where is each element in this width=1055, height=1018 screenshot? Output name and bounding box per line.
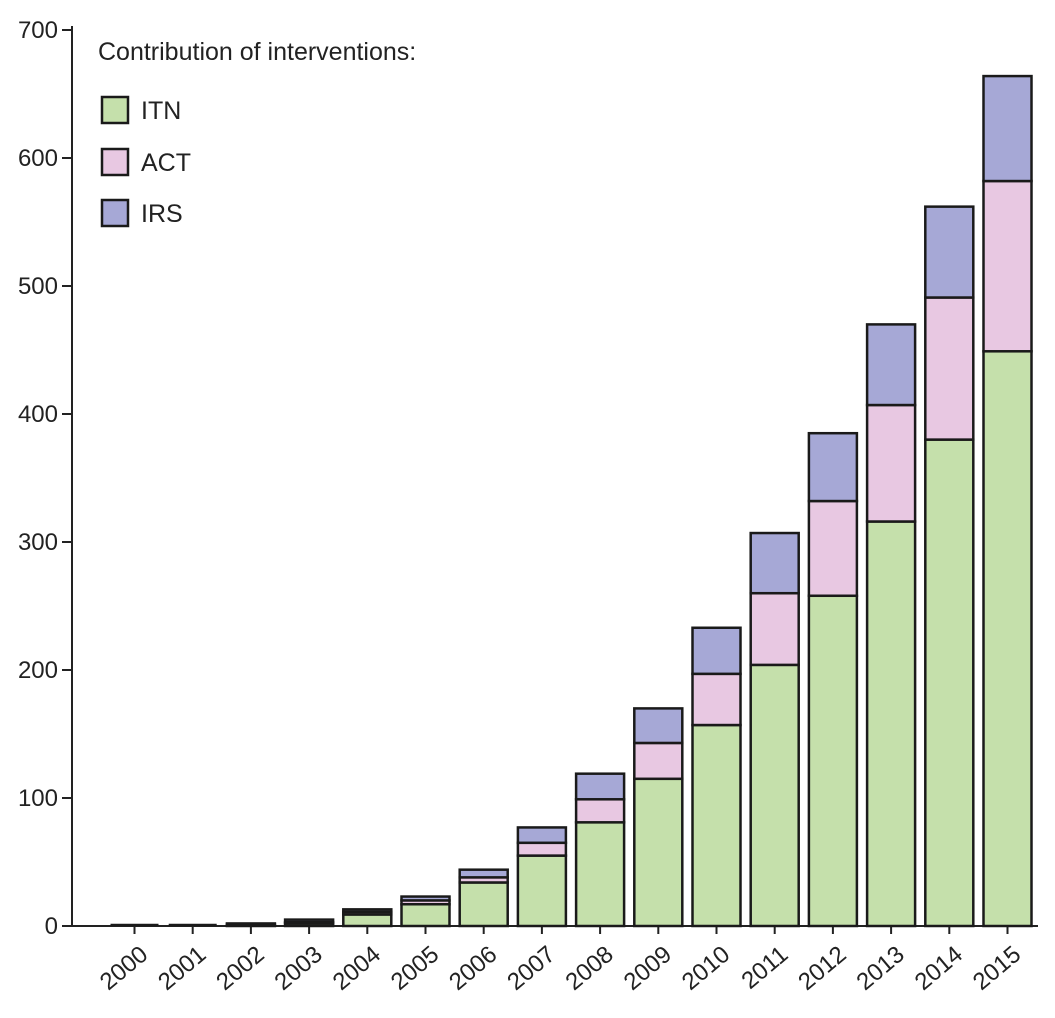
y-tick-label: 200 (18, 657, 58, 684)
bar-segment-irs (400, 895, 451, 902)
x-tick-label: 2010 (677, 941, 735, 996)
bar-segment-irs (633, 707, 684, 745)
y-tick-label: 700 (18, 17, 58, 44)
bar-segment-irs (342, 908, 393, 914)
bar-segment-itn (400, 902, 451, 928)
bar-segment-act (924, 296, 975, 441)
legend-item-act: ACT (100, 147, 191, 177)
legend: Contribution of interventions: ITN ACT IRS (98, 38, 416, 228)
bar-segment-itn (342, 913, 393, 928)
bar-segment-act (807, 499, 859, 598)
bar-segment-act (633, 741, 684, 781)
bar-segment-itn (807, 594, 859, 928)
bar-segment-itn (458, 881, 509, 928)
x-tick-label: 2001 (153, 941, 211, 996)
x-tick-label: 2000 (95, 941, 153, 996)
bar-stack (458, 868, 509, 928)
y-tick-label: 400 (18, 401, 58, 428)
x-tick-label: 2007 (502, 941, 560, 996)
bar-segment-itn (982, 350, 1033, 928)
bar-stack (283, 918, 335, 928)
bar-stack (807, 431, 859, 928)
legend-label: ACT (141, 149, 191, 177)
bar-stack (516, 826, 568, 928)
legend-title: Contribution of interventions: (98, 38, 416, 66)
bar-segment-irs (225, 922, 277, 926)
bar-segment-itn (865, 520, 917, 928)
bar-segment-irs (691, 626, 742, 676)
bar-segment-itn (633, 777, 684, 928)
bar-segment-irs (749, 531, 800, 595)
bar-segment-itn (749, 663, 800, 928)
bar-segment-act (516, 841, 568, 857)
bar-stack (865, 323, 917, 928)
bar-segment-irs (516, 826, 568, 845)
legend-swatch (100, 147, 130, 177)
bar-stack (924, 205, 975, 928)
bar-segment-itn (691, 723, 742, 928)
bar-stack (400, 895, 451, 928)
legend-swatch (100, 95, 130, 125)
x-tick-label: 2006 (444, 941, 502, 996)
x-tick-label: 2009 (619, 941, 677, 996)
bar-stack (691, 626, 742, 928)
bar-segment-irs (283, 918, 335, 924)
bar-segment-itn (516, 854, 568, 928)
x-tick-label: 2004 (328, 941, 386, 996)
bar-segment-act (691, 672, 742, 727)
legend-item-itn: ITN (100, 95, 181, 125)
y-tick-label: 600 (18, 145, 58, 172)
x-tick-label: 2015 (968, 941, 1026, 996)
y-tick-label: 500 (18, 273, 58, 300)
y-tick-label: 0 (45, 913, 58, 940)
bar-segment-irs (807, 431, 859, 503)
x-tick-label: 2014 (910, 941, 968, 996)
bar-segment-itn (924, 438, 975, 928)
bar-stack (982, 74, 1033, 928)
y-axis: 0 100 200 300 400 500 600 700 (18, 17, 73, 940)
bar-segment-act (749, 591, 800, 667)
x-tick-label: 2013 (851, 941, 909, 996)
legend-item-irs: IRS (100, 198, 183, 228)
bar-segment-irs (458, 868, 509, 879)
bar-stack (342, 908, 393, 928)
x-tick-label: 2003 (269, 941, 327, 996)
bar-segment-irs (865, 323, 917, 407)
bar-segment-act (865, 403, 917, 523)
x-tick-label: 2012 (793, 941, 851, 996)
bar-stack (749, 531, 800, 928)
bar-segment-irs (574, 772, 626, 801)
x-tick-label: 2005 (386, 941, 444, 996)
bar-segment-act (574, 798, 626, 824)
legend-swatch (100, 198, 130, 228)
bar-segment-act (982, 179, 1033, 353)
x-axis: 2000 2001 2002 2003 2004 2005 2006 2007 2008 2009… (72, 925, 1038, 996)
bar-stack (633, 707, 684, 928)
x-tick-label: 2002 (211, 941, 269, 996)
bar-stack (574, 772, 626, 928)
bar-segment-irs (924, 205, 975, 299)
bar-segment-itn (574, 821, 626, 928)
y-tick-label: 300 (18, 529, 58, 556)
x-tick-label: 2011 (736, 941, 793, 995)
bar-segment-irs (982, 74, 1033, 183)
bar-stack (225, 922, 277, 928)
x-tick-label: 2008 (560, 941, 618, 996)
legend-label: IRS (141, 200, 183, 228)
bars (110, 74, 1033, 928)
legend-label: ITN (141, 97, 181, 125)
y-tick-label: 100 (18, 785, 58, 812)
